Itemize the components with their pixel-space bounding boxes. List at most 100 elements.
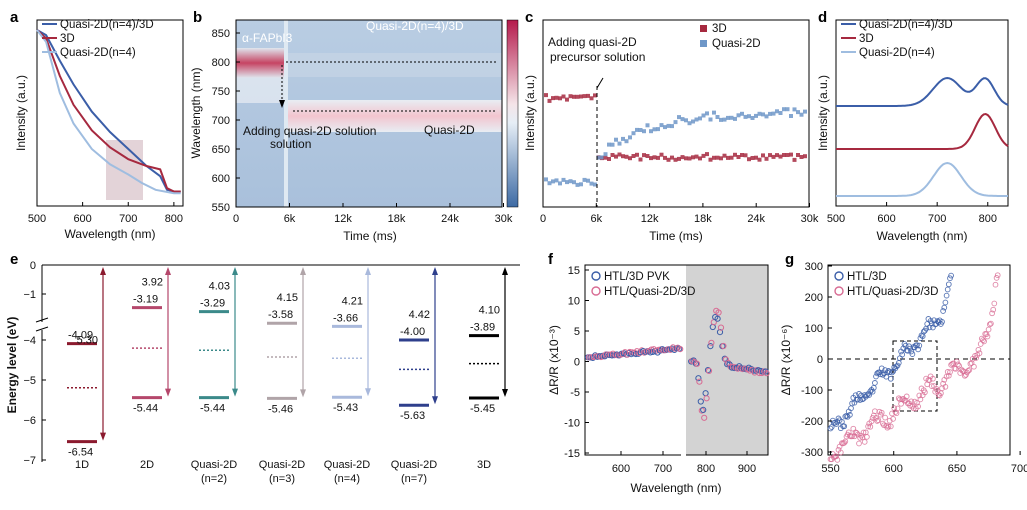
data-point-quasi2d — [691, 119, 695, 124]
tick-label: 6k — [590, 213, 602, 225]
tick-label: −1 — [23, 289, 36, 301]
category-label: 1D — [75, 459, 89, 471]
data-point-3d — [708, 157, 713, 162]
data-point-quasi2d — [861, 439, 868, 445]
scatter-points-c — [544, 93, 807, 187]
data-point-3d — [589, 96, 594, 101]
legend-swatch — [591, 271, 601, 281]
series-line — [836, 112, 1009, 150]
data-point-quasi2d — [638, 128, 643, 132]
data-point-quasi2d — [945, 372, 952, 379]
highlight-region — [106, 140, 143, 200]
data-point-3d — [886, 369, 893, 375]
data-point-3d — [707, 343, 714, 350]
gap-value: 5.30 — [77, 335, 98, 347]
data-point-3d — [867, 388, 874, 395]
cb-value: -3.89 — [470, 322, 495, 334]
data-point-quasi2d — [989, 310, 995, 317]
gap-arrow-head — [100, 267, 106, 275]
data-point-quasi2d — [631, 131, 636, 136]
data-point-3d — [864, 392, 870, 398]
data-point-3d — [796, 153, 800, 157]
legend-swatch — [700, 25, 707, 32]
data-point-3d — [887, 375, 894, 382]
data-point-3d — [697, 398, 704, 405]
y-axis-label-b: Wavelength (nm) — [189, 68, 203, 159]
tick-label: 700 — [212, 115, 230, 127]
annotation-quasi2d-3d: Quasi-2D(n=4)/3D — [366, 19, 464, 33]
tick-label: 24k — [441, 213, 459, 225]
y-axis-label-f: ΔR/R (x10⁻³) — [547, 325, 561, 395]
data-point-3d — [847, 412, 853, 418]
tick-label: 200 — [805, 292, 823, 304]
data-point-quasi2d — [596, 155, 601, 160]
data-point-quasi2d — [768, 111, 772, 116]
heatmap-band-3d — [236, 48, 286, 78]
data-point-quasi2d — [747, 114, 751, 119]
tick-label: 30k — [495, 213, 513, 225]
data-point-3d — [603, 155, 608, 160]
data-point-quasi2d — [867, 423, 874, 430]
data-point-quasi2d — [586, 178, 590, 183]
legend-entry: Quasi-2D(n=4)/3D — [60, 19, 154, 31]
data-point-3d — [716, 329, 724, 336]
data-point-quasi2d — [757, 111, 762, 116]
data-point-quasi2d — [729, 115, 734, 120]
panel-d: d Quasi-2D(n=4)/3D 3D Quasi-2D(n=4) 500 6… — [816, 9, 1009, 243]
data-point-quasi2d — [736, 113, 741, 118]
data-point-3d — [677, 156, 681, 161]
panel-label-d: d — [818, 9, 827, 26]
vb-value: -5.44 — [133, 403, 158, 415]
data-point-3d — [621, 154, 625, 159]
data-point-quasi2d — [891, 405, 898, 411]
data-point-3d — [579, 94, 583, 99]
data-point-3d — [792, 157, 797, 162]
data-point-quasi2d — [878, 409, 885, 416]
annotation-adding-line2: solution — [270, 137, 311, 151]
data-point-3d — [778, 154, 783, 159]
annotation-adding-text: Adding quasi-2D solution — [243, 124, 376, 138]
tick-label: 6k — [284, 213, 296, 225]
tick-label: -100 — [801, 385, 823, 397]
data-point-3d — [803, 154, 807, 159]
tick-label: 0 — [817, 354, 823, 366]
legend-entry: HTL/3D — [847, 271, 887, 283]
data-point-quasi2d — [628, 135, 632, 140]
tick-label: -300 — [801, 447, 823, 459]
data-point-quasi2d — [837, 449, 844, 456]
data-point-quasi2d — [722, 117, 727, 122]
plot-frame-a — [36, 19, 184, 207]
category-sublabel: (n=4) — [334, 473, 360, 485]
annotation-c-1: Adding quasi-2D — [548, 35, 637, 49]
legend-entry: 3D — [859, 33, 874, 45]
tick-label: 5 — [574, 326, 580, 338]
category-label: Quasi-2D — [259, 459, 306, 471]
data-point-quasi2d — [544, 177, 548, 182]
x-ticks-a: 500 600 700 800 — [28, 202, 183, 225]
data-point-3d — [645, 154, 650, 158]
plot-frame-f — [584, 264, 769, 456]
tick-label: 100 — [805, 323, 823, 335]
x-ticks-d: 500 600 700 800 — [827, 202, 997, 225]
data-point-quasi2d — [568, 179, 573, 184]
series-line — [36, 29, 181, 193]
legend-entry: Quasi-2D(n=4) — [60, 47, 136, 59]
tick-label: 12k — [334, 213, 352, 225]
data-point-quasi2d — [874, 418, 881, 424]
data-point-quasi2d — [621, 136, 625, 141]
data-point-quasi2d — [849, 433, 855, 440]
category-label: 3D — [477, 459, 491, 471]
data-point-3d — [631, 154, 636, 158]
data-point-quasi2d — [575, 182, 580, 187]
data-point-quasi2d — [952, 365, 959, 372]
data-point-3d — [866, 392, 873, 398]
data-point-quasi2d — [916, 392, 923, 399]
data-point-3d — [582, 94, 587, 99]
data-point-3d — [761, 153, 765, 158]
gap-value: 3.92 — [142, 277, 163, 289]
data-point-3d — [705, 152, 709, 157]
data-point-3d — [652, 155, 657, 160]
data-point-quasi2d — [785, 107, 790, 112]
data-point-quasi2d — [865, 423, 871, 430]
data-point-quasi2d — [947, 369, 953, 375]
